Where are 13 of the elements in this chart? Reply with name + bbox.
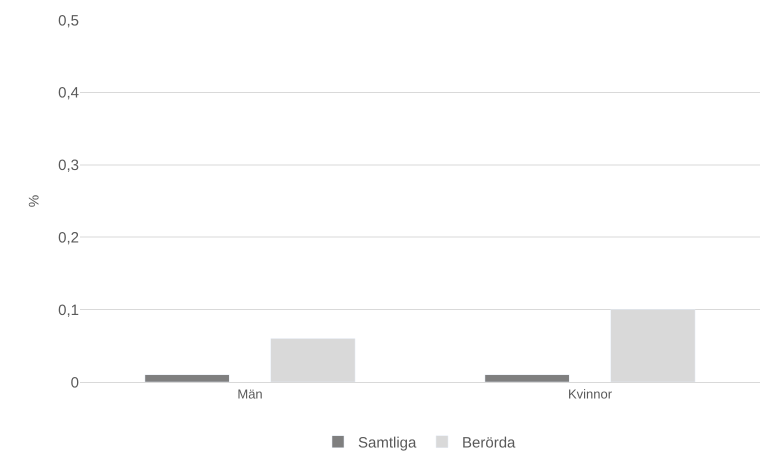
y-tick-label: 0,2 [58,229,79,246]
y-tick-label: 0 [70,374,79,392]
y-axis-title: % [26,194,42,208]
y-tick-label: 0,5 [58,12,79,30]
y-tick-label: 0,3 [58,157,79,174]
x-tick-label: Kvinnor [568,386,613,402]
legend-label: Berörda [462,434,516,452]
y-tick-label: 0,4 [58,84,79,102]
bar [144,374,230,382]
legend-label: Samtliga [358,434,418,452]
bar [484,374,570,382]
x-tick-label: Män [237,386,263,402]
y-tick-label: 0,1 [58,302,79,319]
